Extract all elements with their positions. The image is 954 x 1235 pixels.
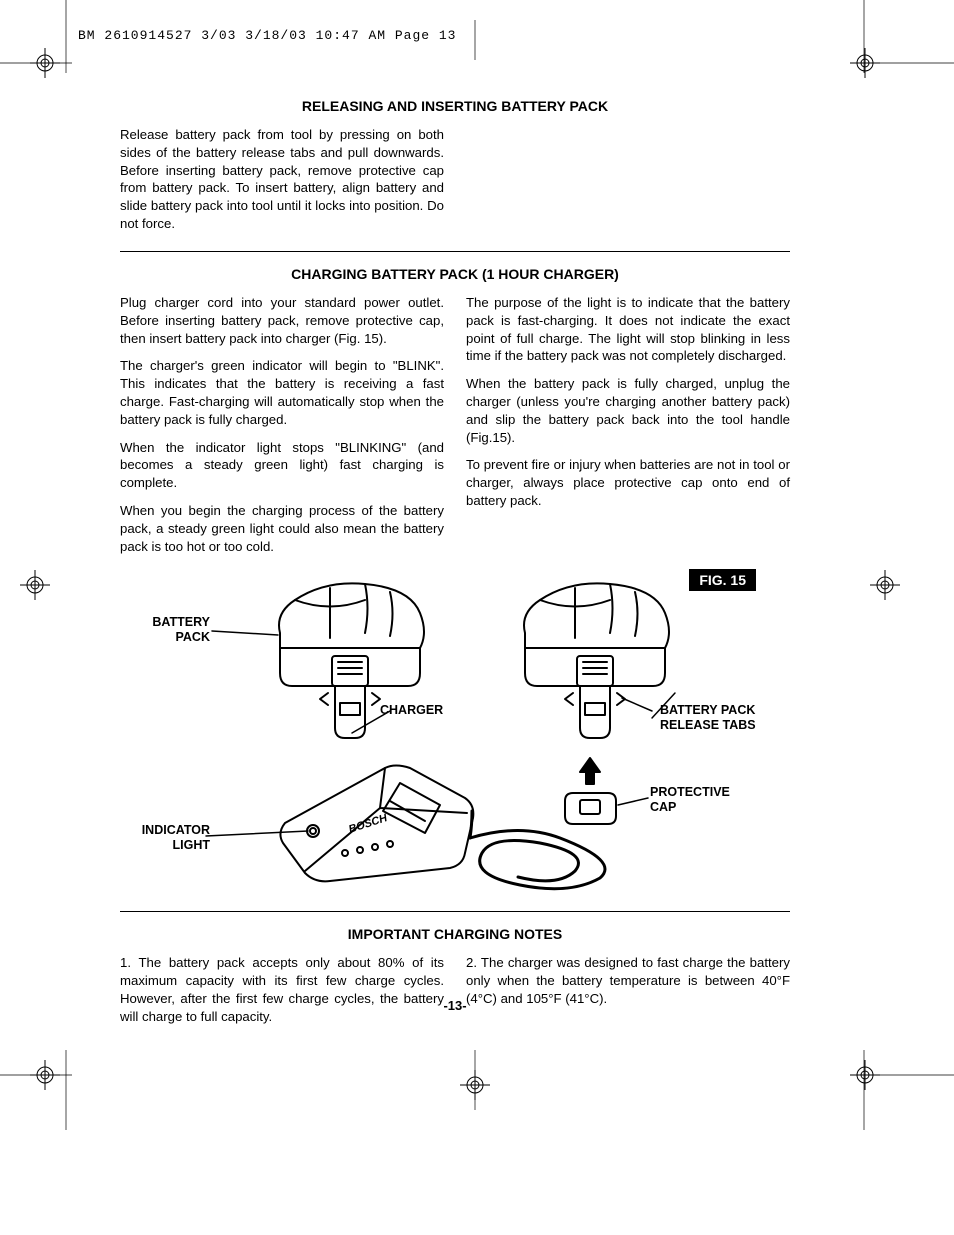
figure-15: FIG. 15 <box>120 563 790 893</box>
divider <box>120 251 790 252</box>
registration-mark-icon <box>870 570 900 600</box>
label-indicator-light: INDICATORLIGHT <box>120 823 210 853</box>
section2-para: When the battery pack is fully charged, … <box>466 375 790 446</box>
section2-para: Plug charger cord into your standard pow… <box>120 294 444 347</box>
section1-body: Release battery pack from tool by pressi… <box>120 126 790 233</box>
registration-mark-icon <box>20 570 50 600</box>
section2-para: When the indicator light stops "BLINKING… <box>120 439 444 492</box>
registration-mark-icon <box>30 48 60 78</box>
label-release-tabs: BATTERY PACKRELEASE TABS <box>660 703 756 733</box>
label-battery-pack: BATTERYPACK <box>125 615 210 645</box>
section2-para: When you begin the charging process of t… <box>120 502 444 555</box>
svg-text:BOSCH: BOSCH <box>347 812 389 836</box>
divider <box>120 911 790 912</box>
registration-mark-icon <box>850 48 880 78</box>
section2-para: The purpose of the light is to indicate … <box>466 294 790 365</box>
section3-body: 1. The battery pack accepts only about 8… <box>120 954 790 1026</box>
label-protective-cap: PROTECTIVECAP <box>650 785 730 815</box>
section3-title: IMPORTANT CHARGING NOTES <box>120 926 790 942</box>
registration-mark-icon <box>30 1060 60 1090</box>
section1-para: Release battery pack from tool by pressi… <box>120 126 444 233</box>
print-header: BM 2610914527 3/03 3/18/03 10:47 AM Page… <box>78 28 456 43</box>
section1-title: RELEASING AND INSERTING BATTERY PACK <box>120 98 790 114</box>
section2-title: CHARGING BATTERY PACK (1 HOUR CHARGER) <box>120 266 790 282</box>
label-charger: CHARGER <box>380 703 443 718</box>
section2-body: Plug charger cord into your standard pow… <box>120 294 790 556</box>
registration-mark-icon <box>460 1070 490 1100</box>
page-content: RELEASING AND INSERTING BATTERY PACK Rel… <box>120 98 790 1027</box>
registration-mark-icon <box>850 1060 880 1090</box>
section2-para: The charger's green indicator will begin… <box>120 357 444 428</box>
page-number: -13- <box>120 998 790 1013</box>
section3-para: 1. The battery pack accepts only about 8… <box>120 954 444 1025</box>
section2-para: To prevent fire or injury when batteries… <box>466 456 790 509</box>
